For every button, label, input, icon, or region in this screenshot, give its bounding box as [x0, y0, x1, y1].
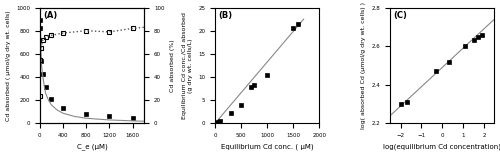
Y-axis label: log( absorbed Cd (μmol/g dry wt. cells) ): log( absorbed Cd (μmol/g dry wt. cells) …: [361, 2, 366, 129]
X-axis label: log(equilibrium Cd concentration): log(equilibrium Cd concentration): [384, 144, 500, 150]
Text: (C): (C): [393, 11, 407, 20]
X-axis label: Equilibrium Cd conc. ( μM): Equilibrium Cd conc. ( μM): [221, 144, 314, 150]
X-axis label: C_e (μM): C_e (μM): [76, 144, 108, 150]
Text: (A): (A): [43, 11, 57, 20]
Text: (B): (B): [218, 11, 232, 20]
Y-axis label: Cd absorbed (%): Cd absorbed (%): [170, 39, 175, 92]
Y-axis label: Equilibrium Cd conc./Cd absorbed
(g dry wt. cells/L): Equilibrium Cd conc./Cd absorbed (g dry …: [182, 12, 192, 119]
Y-axis label: Cd absorbed ( μmol/g dry wt. cells): Cd absorbed ( μmol/g dry wt. cells): [6, 10, 10, 121]
